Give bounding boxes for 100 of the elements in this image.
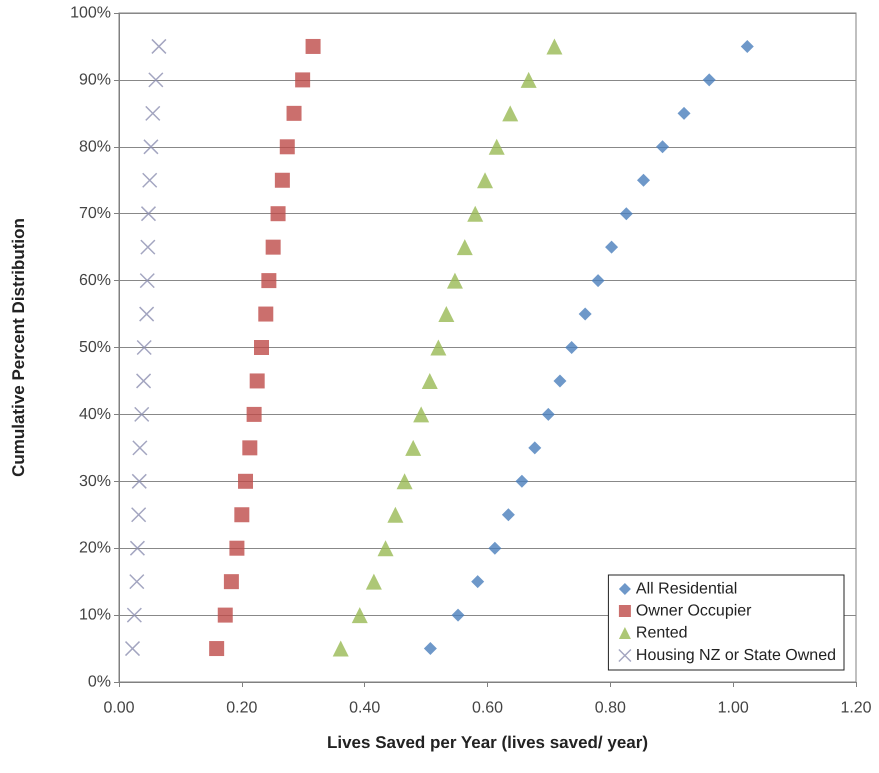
- point: [471, 575, 484, 588]
- point: [138, 306, 154, 322]
- x-tick-label: 0.20: [226, 700, 258, 716]
- point: [126, 607, 142, 623]
- x-tick-label: 0.80: [594, 700, 626, 716]
- point: [130, 540, 146, 556]
- y-tick-label: 100%: [70, 4, 111, 22]
- point: [678, 106, 691, 120]
- point: [528, 441, 542, 454]
- point: [258, 306, 274, 322]
- point: [387, 506, 404, 523]
- point: [488, 542, 502, 555]
- point: [145, 106, 161, 122]
- x-tick-label: 0.60: [472, 700, 504, 716]
- point: [250, 373, 265, 388]
- point: [266, 240, 281, 255]
- point: [238, 474, 254, 489]
- point: [520, 72, 537, 88]
- point: [605, 240, 618, 254]
- y-tick-label: 40%: [78, 406, 111, 423]
- x-tick-label: 1.20: [840, 700, 872, 716]
- point: [438, 306, 454, 322]
- point: [637, 174, 650, 187]
- point: [209, 641, 224, 656]
- point: [136, 340, 152, 356]
- point: [578, 308, 592, 321]
- point: [270, 206, 286, 222]
- point: [242, 440, 258, 456]
- point: [502, 508, 515, 522]
- point: [424, 642, 437, 656]
- x-tick-label: 0.40: [349, 700, 380, 716]
- y-tick-label: 80%: [78, 138, 111, 156]
- point: [430, 340, 446, 356]
- y-tick-label: 70%: [78, 205, 111, 222]
- legend-label: Rented: [636, 624, 688, 642]
- y-axis-title: Cumulative Percent Distribution: [9, 218, 28, 477]
- y-tick-label: 30%: [78, 472, 111, 490]
- y-tick-label: 0%: [88, 674, 111, 690]
- point: [132, 440, 148, 456]
- y-tick-label: 10%: [78, 606, 111, 624]
- point: [234, 507, 250, 522]
- point: [456, 239, 473, 256]
- point: [553, 374, 566, 388]
- point: [452, 608, 465, 622]
- point: [130, 507, 146, 522]
- point: [488, 138, 505, 155]
- point: [151, 38, 167, 54]
- point: [620, 207, 633, 220]
- point: [218, 608, 233, 623]
- point: [546, 38, 562, 54]
- point: [224, 574, 239, 590]
- point: [132, 474, 148, 490]
- legend-label: All Residential: [636, 580, 738, 598]
- legend-label: Owner Occupier: [636, 602, 752, 620]
- y-tick-label: 60%: [78, 272, 111, 290]
- y-tick-label: 50%: [78, 339, 111, 356]
- point: [134, 406, 150, 422]
- point: [446, 272, 463, 289]
- point: [148, 72, 164, 88]
- point: [352, 607, 368, 624]
- point: [740, 40, 754, 53]
- point: [477, 172, 494, 188]
- point: [702, 73, 716, 86]
- point: [332, 640, 349, 657]
- point: [656, 140, 670, 154]
- y-tick-label: 20%: [78, 540, 111, 557]
- point: [413, 406, 430, 422]
- x-tick-label: 1.00: [718, 700, 749, 716]
- point: [405, 440, 422, 456]
- point: [229, 540, 244, 556]
- point: [515, 474, 528, 488]
- point: [261, 273, 276, 288]
- legend-label: Housing NZ or State Owned: [636, 647, 836, 664]
- point: [142, 172, 158, 188]
- point: [140, 272, 155, 288]
- point: [306, 38, 321, 54]
- point: [422, 372, 438, 389]
- point: [295, 72, 310, 88]
- x-tick-label: 0.00: [103, 700, 135, 716]
- point: [246, 406, 262, 422]
- point: [396, 473, 413, 490]
- point: [124, 640, 140, 656]
- point: [467, 206, 484, 222]
- point: [502, 105, 518, 122]
- point: [378, 540, 394, 556]
- x-axis-title: Lives Saved per Year (lives saved/ year): [326, 733, 648, 752]
- point: [542, 408, 555, 421]
- point: [366, 574, 382, 590]
- point: [140, 239, 156, 255]
- point: [286, 106, 302, 121]
- point: [136, 373, 152, 389]
- point: [565, 341, 578, 354]
- point: [140, 206, 156, 222]
- point: [129, 574, 145, 590]
- point: [592, 274, 605, 288]
- point: [280, 139, 295, 154]
- y-tick-label: 90%: [78, 71, 111, 88]
- point: [274, 172, 290, 188]
- point: [254, 340, 269, 355]
- point: [143, 139, 159, 155]
